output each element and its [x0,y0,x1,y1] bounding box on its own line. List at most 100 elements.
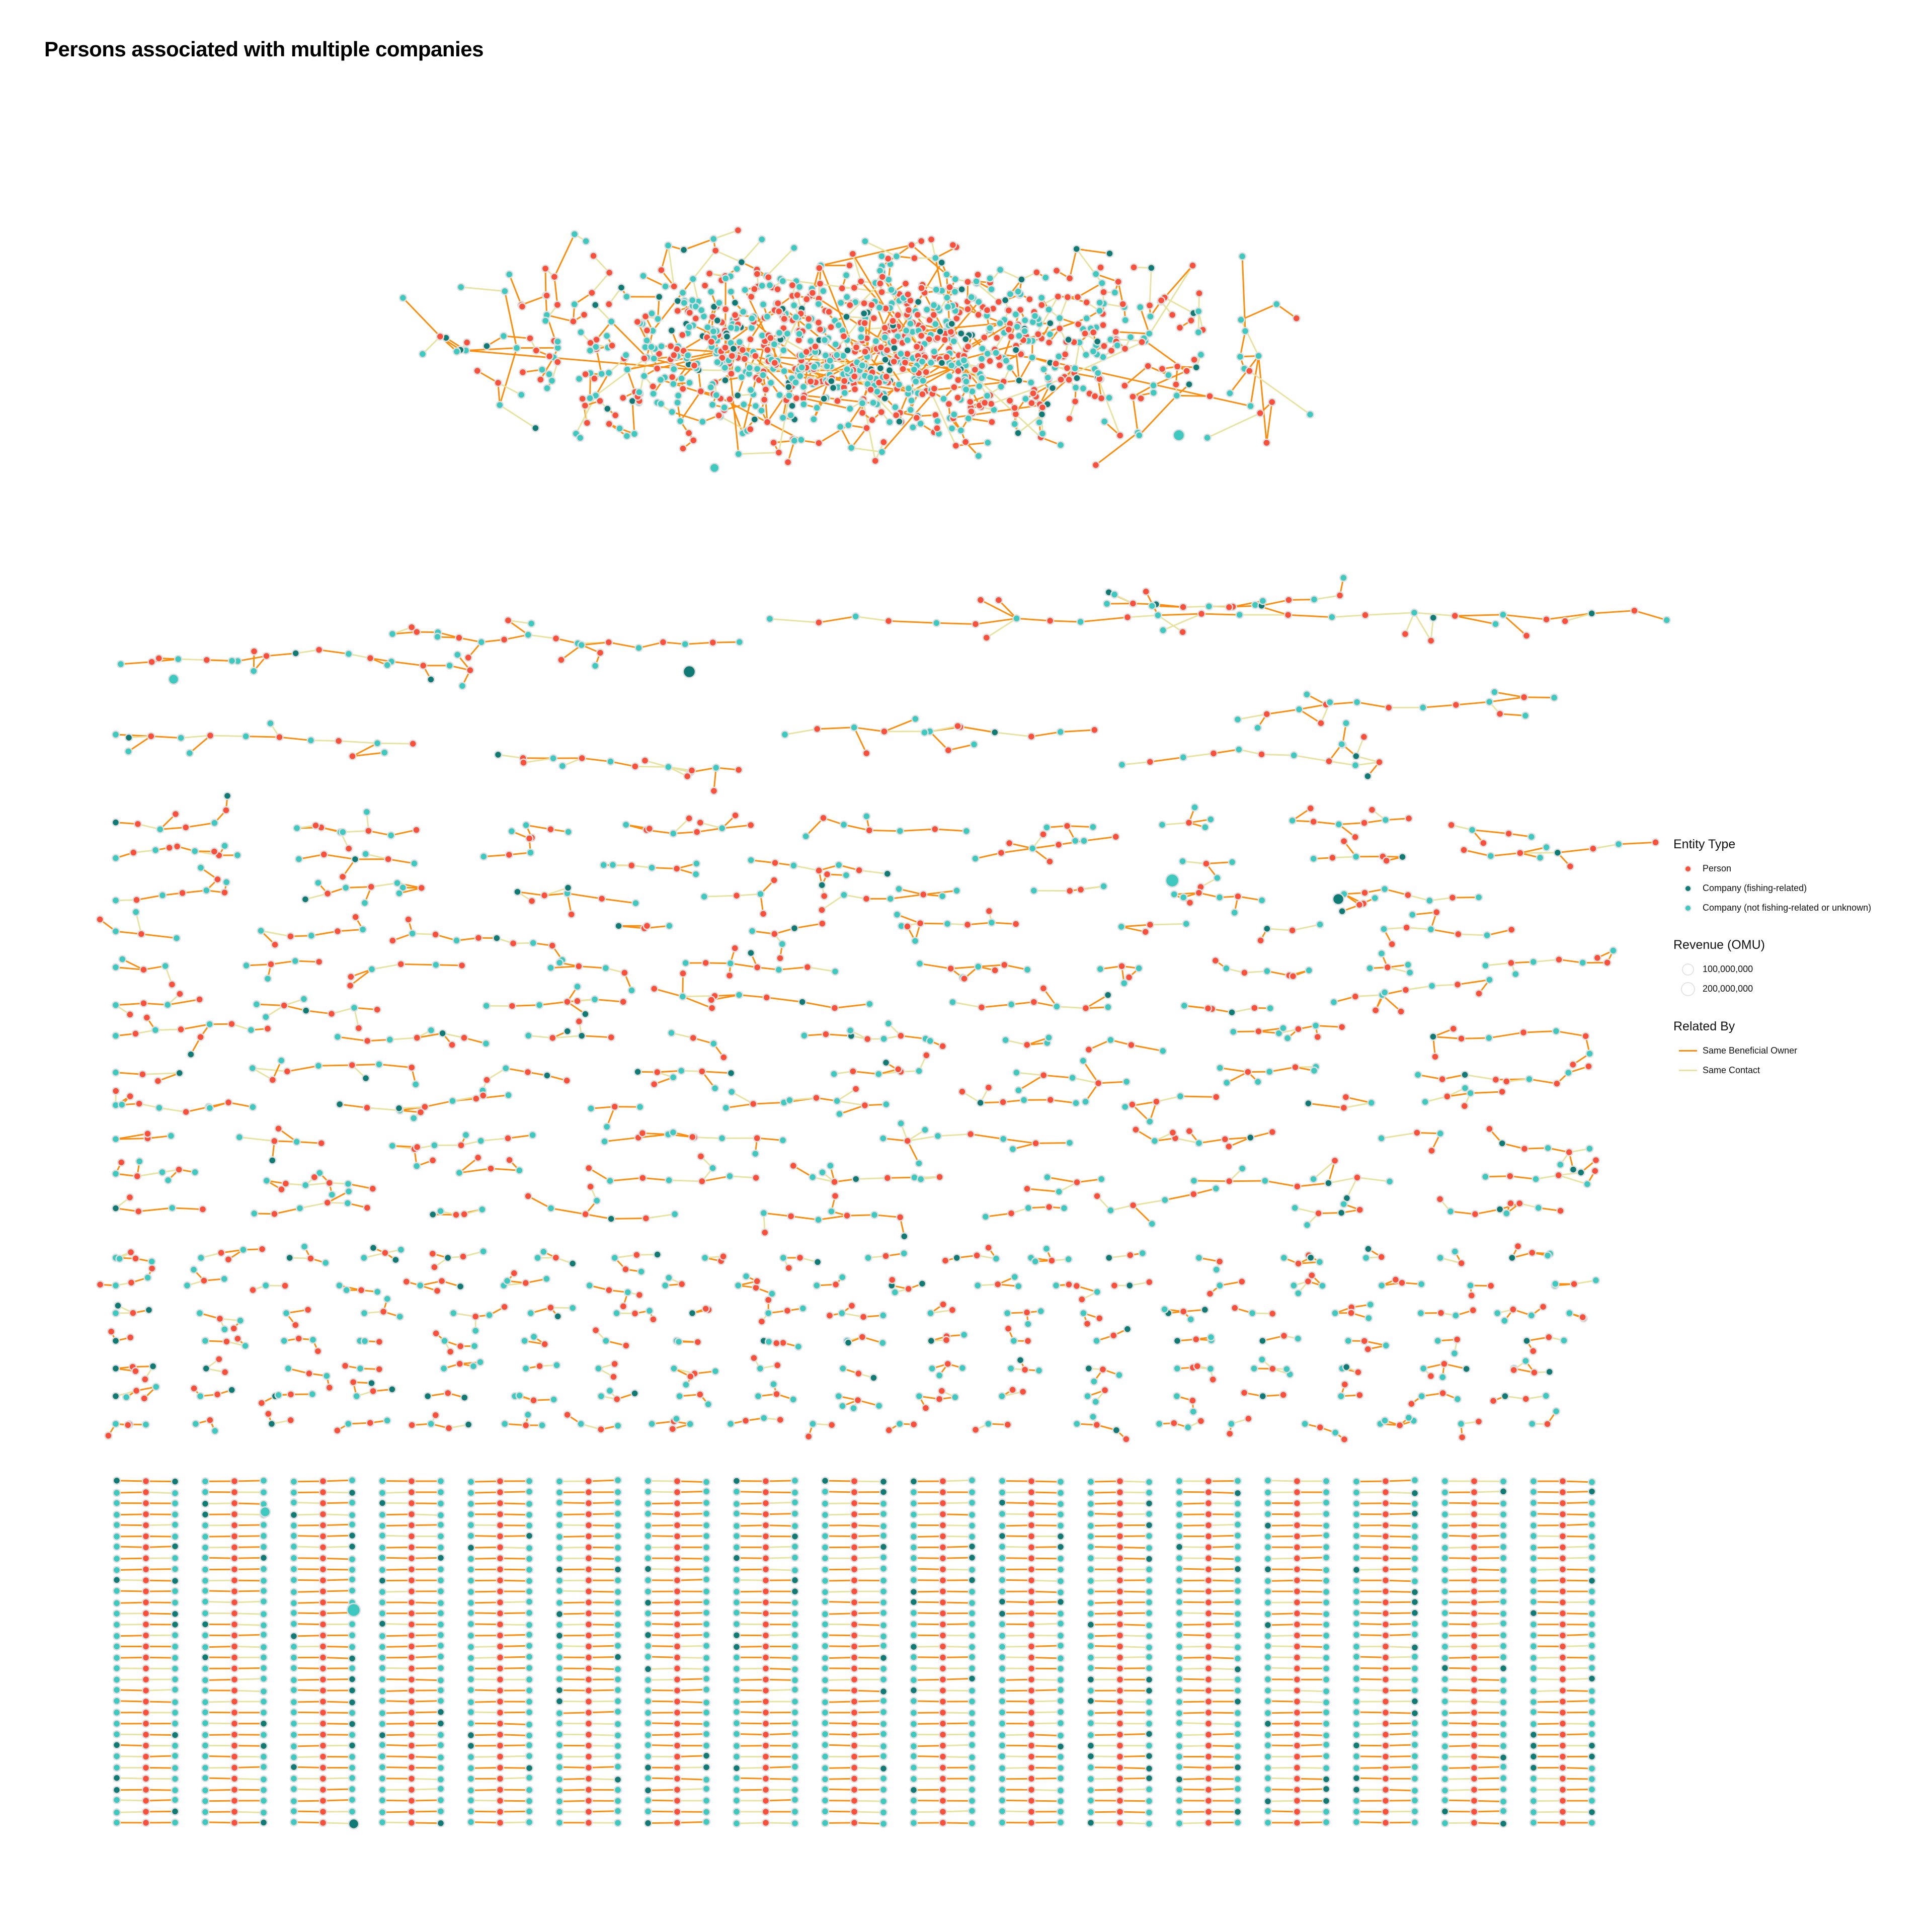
node-company-other[interactable] [747,856,755,864]
node-company-other[interactable] [456,283,465,291]
node-company-other[interactable] [770,340,779,349]
node-person[interactable] [262,652,271,661]
node-person[interactable] [334,737,343,745]
node-company-fishing[interactable] [1014,429,1022,437]
node-person[interactable] [1065,375,1073,384]
node-person[interactable] [879,438,888,447]
node-company-fishing[interactable] [482,342,491,351]
node-company-other[interactable] [756,890,765,899]
node-person[interactable] [473,366,482,375]
node-company-other[interactable] [971,854,980,863]
node-person[interactable] [1039,830,1048,839]
node-company-other[interactable] [608,860,617,869]
node-company-fishing[interactable] [655,292,664,301]
node-company-other[interactable] [586,394,594,403]
node-company-other[interactable] [795,282,804,291]
node-company-other[interactable] [621,351,630,359]
node-person[interactable] [764,273,773,282]
node-person[interactable] [751,352,760,360]
node-company-other[interactable] [904,384,913,393]
node-company-other[interactable] [709,234,718,244]
node-company-other[interactable] [1179,893,1188,902]
node-company-other[interactable] [1126,333,1135,342]
node-person[interactable] [545,352,554,361]
node-company-other[interactable] [1011,310,1020,319]
node-person[interactable] [1651,838,1660,847]
node-person[interactable] [1090,726,1099,735]
node-person[interactable] [746,335,755,344]
node-company-fishing[interactable] [494,750,503,759]
node-company-other[interactable] [975,382,984,390]
node-person[interactable] [670,282,678,291]
node-person[interactable] [811,342,820,351]
node-person[interactable] [1063,822,1072,830]
node-company-other[interactable] [597,369,606,378]
node-company-other[interactable] [172,934,181,942]
node-company-other[interactable] [703,323,712,332]
node-person[interactable] [569,317,578,326]
node-person[interactable] [707,338,716,346]
node-company-other[interactable] [373,739,382,748]
node-person[interactable] [1284,596,1293,604]
node-company-other[interactable] [1204,602,1214,611]
node-company-other[interactable] [479,852,488,861]
node-company-fishing[interactable] [895,417,904,426]
node-person[interactable] [1037,300,1046,309]
node-person[interactable] [1173,362,1182,371]
node-company-fishing[interactable] [1046,319,1055,328]
node-person[interactable] [670,351,678,360]
node-company-other[interactable] [570,300,579,309]
node-person[interactable] [746,425,755,434]
node-person[interactable] [951,441,960,450]
node-company-other[interactable] [929,301,938,309]
node-company-other[interactable] [911,714,920,723]
node-company-other[interactable] [987,285,996,294]
node-company-other[interactable] [779,346,788,355]
node-person[interactable] [753,270,762,278]
node-person[interactable] [551,634,560,643]
node-company-other[interactable] [862,812,871,821]
node-company-other[interactable] [650,354,658,363]
node-person[interactable] [202,656,211,664]
node-person[interactable] [1205,392,1214,400]
node-person[interactable] [1328,853,1337,862]
node-person[interactable] [455,633,463,642]
node-company-fishing[interactable] [1553,848,1562,857]
node-company-other[interactable] [877,448,887,456]
node-person[interactable] [892,411,901,420]
node-company-other[interactable] [708,400,717,409]
node-person[interactable] [1283,610,1293,619]
node-company-other[interactable] [564,828,573,836]
node-person[interactable] [907,240,916,250]
node-company-other[interactable] [111,896,120,905]
node-person[interactable] [1130,263,1138,272]
node-company-other[interactable] [947,361,956,370]
node-company-other[interactable] [931,254,940,262]
node-company-other[interactable] [1146,312,1155,321]
node-company-other[interactable] [1164,371,1173,379]
node-person[interactable] [1309,817,1318,826]
node-company-other[interactable] [1228,858,1237,866]
node-person[interactable] [213,875,222,884]
node-company-fishing[interactable] [914,297,923,306]
node-person[interactable] [1404,891,1412,900]
node-person[interactable] [1361,611,1370,619]
node-company-other[interactable] [526,848,535,857]
node-company-fishing[interactable] [947,319,956,328]
node-person[interactable] [412,826,421,834]
node-company-other[interactable] [1121,316,1130,325]
node-company-other[interactable] [155,825,165,834]
node-company-other[interactable] [1080,837,1088,845]
node-company-other[interactable] [810,415,818,424]
node-company-other[interactable] [700,892,708,901]
node-company-other[interactable] [947,424,956,433]
node-person[interactable] [1351,833,1359,842]
node-person[interactable] [862,895,871,903]
node-company-other[interactable] [386,831,395,840]
node-company-other[interactable] [932,285,941,294]
node-person[interactable] [1448,893,1457,902]
node-person[interactable] [1522,631,1531,640]
node-company-other[interactable] [622,432,631,440]
node-person[interactable] [519,758,528,767]
node-company-other[interactable] [858,399,867,408]
